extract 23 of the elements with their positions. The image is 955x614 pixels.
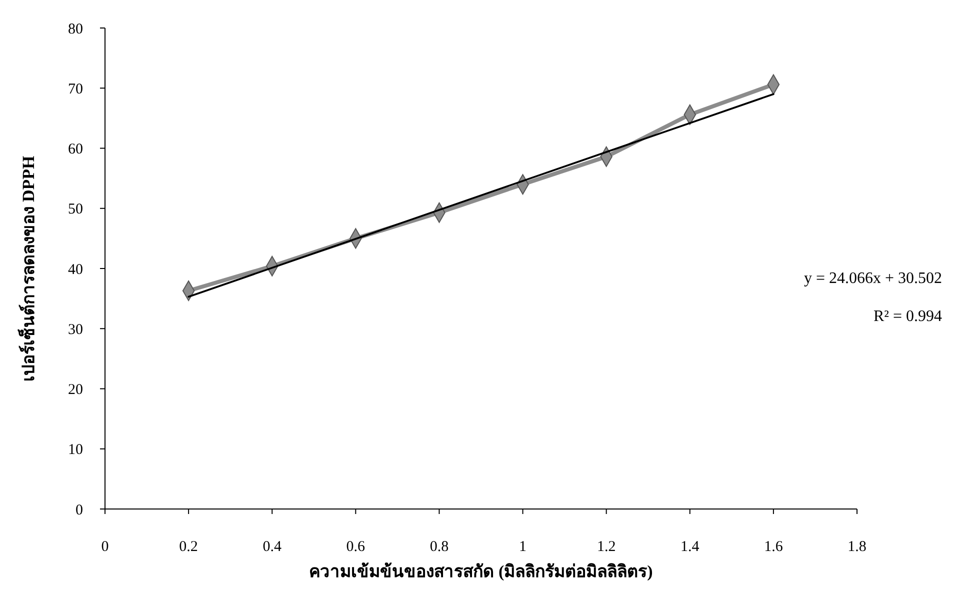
- x-tick-label: 0.2: [179, 539, 198, 555]
- annotation: y = 24.066x + 30.502: [804, 270, 942, 287]
- x-axis-title: ความเข้มข้นของสารสกัด (มิลลิกรัมต่อมิลลิลิตร): [309, 562, 653, 581]
- x-tick-label: 1.4: [680, 539, 700, 555]
- x-tick-label: 0.4: [262, 539, 282, 555]
- y-tick-label: 70: [68, 81, 83, 98]
- y-tick-label: 0: [76, 502, 83, 518]
- x-tick-label: 1.2: [596, 539, 616, 555]
- y-tick-label: 80: [68, 21, 83, 38]
- text: R² = 0.994: [874, 308, 942, 325]
- y-tick-label: 20: [68, 382, 83, 398]
- x-tick-label: 1.6: [764, 539, 784, 555]
- x-tick-label: 0: [101, 539, 109, 555]
- y-tick-label: 60: [68, 142, 83, 158]
- y-tick-label: 30: [68, 322, 83, 338]
- y-axis-title: เปอร์เซ็นต์การลดลงของ DPPH: [16, 156, 38, 382]
- y-tick-label: 40: [68, 262, 83, 278]
- x-tick-label: 1.8: [848, 539, 866, 555]
- x-tick-label: 0.6: [346, 539, 366, 555]
- y-tick-label: 10: [68, 442, 83, 458]
- x-tick-label: 0.8: [430, 539, 449, 555]
- x-tick-label: 1: [519, 539, 527, 555]
- y-tick-label: 50: [68, 202, 83, 218]
